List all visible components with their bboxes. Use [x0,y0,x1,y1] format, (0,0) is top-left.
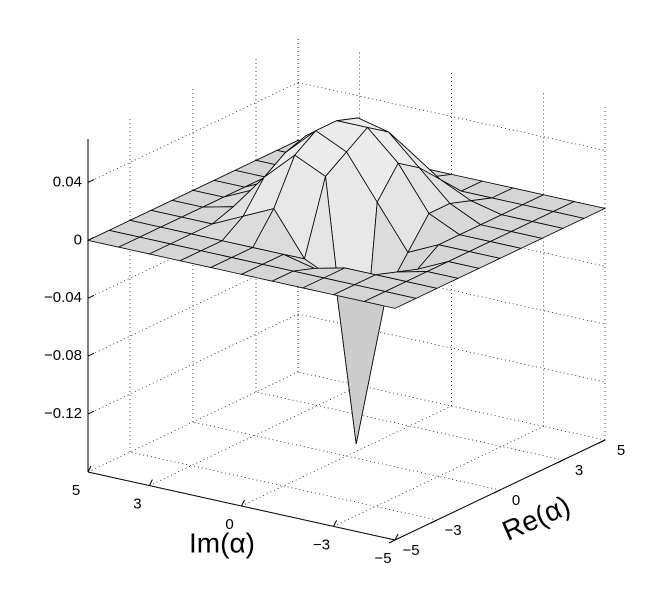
z-tick-label: 0 [74,231,82,248]
tick-mark [87,410,95,415]
mesh-cell [363,291,418,309]
y-axis [87,471,396,541]
tick-mark [87,352,95,357]
z-tick-label: −0.08 [44,347,82,364]
x-tick-label: 0 [512,492,520,509]
y-tick-label: −5 [374,550,391,567]
x-axis [394,439,606,541]
y-axis-title: Im(α) [189,527,255,558]
x-axis-title: Re(α) [498,490,575,547]
y-tick-label: 5 [72,482,80,499]
grid-line [87,371,299,473]
grid-line [149,385,360,486]
surface [86,117,607,444]
grid-line [297,82,606,151]
grid-line [87,255,299,357]
grid-line [129,451,438,521]
z-tick-label: −0.12 [44,405,82,422]
grid-line [333,426,544,527]
grid-line [297,371,606,441]
tick-mark [241,499,245,507]
grid-line [87,82,299,183]
x-tick-label: −3 [444,522,461,539]
grid-line [241,405,452,507]
grid-line [192,421,501,491]
tick-mark [87,178,95,183]
z-tick-label: 0.04 [53,173,82,190]
grid-line [87,313,299,415]
x-tick-label: −5 [402,542,419,559]
axes: −5 −3 0 3 5 −5 −3 0 3 5 −0.12 −0.08 −0.04 0 0.04 [44,139,625,567]
y-tick-label: −3 [313,536,330,553]
y-tick-label: 3 [133,496,141,513]
tick-mark [394,533,399,541]
z-tick-label: −0.04 [44,289,82,306]
tick-mark [87,294,95,299]
y-tick-label: 0 [225,516,233,533]
tick-mark [333,520,338,527]
x-tick-label: 3 [575,462,583,479]
x-tick-label: 5 [617,442,625,459]
tick-mark [148,479,153,486]
grid-line [255,391,564,461]
tick-mark [87,236,95,241]
tick-mark [388,539,396,544]
